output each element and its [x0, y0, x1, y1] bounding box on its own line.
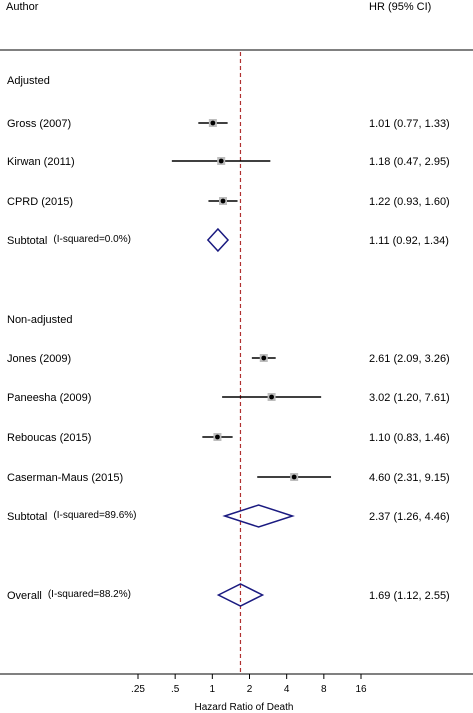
point-estimate — [269, 394, 274, 400]
point-estimate — [261, 355, 267, 361]
row-label: Subtotal — [7, 511, 47, 523]
row-label: Reboucas (2015) — [7, 432, 91, 444]
heterogeneity-note: (I-squared=89.6%) — [53, 510, 136, 521]
hr-ci-text: 2.37 (1.26, 4.46) — [369, 511, 450, 523]
row-label: Kirwan (2011) — [7, 156, 75, 168]
hr-ci-text: 3.02 (1.20, 7.61) — [369, 392, 450, 404]
x-axis: .25 .5 1 2 4 8 16 — [131, 674, 367, 695]
hr-ci-text: 2.61 (2.09, 3.26) — [369, 353, 450, 365]
x-tick-label: 4 — [284, 684, 290, 695]
point-estimate — [210, 120, 216, 126]
x-axis-label: Hazard Ratio of Death — [195, 702, 294, 713]
forest-row: Non-adjusted — [7, 314, 72, 326]
x-tick-label: 16 — [355, 684, 367, 695]
header-hr-ci: HR (95% CI) — [369, 1, 431, 13]
hr-ci-text: 1.01 (0.77, 1.33) — [369, 118, 450, 130]
x-tick-label: 8 — [321, 684, 327, 695]
row-label: Paneesha (2009) — [7, 392, 91, 404]
row-label: CPRD (2015) — [7, 196, 73, 208]
subtotal-diamond — [206, 227, 230, 253]
rows-layer: Adjusted Gross (2007) 1.01 (0.77, 1.33) Kir… — [7, 75, 450, 607]
group-label: Adjusted — [7, 75, 50, 87]
heterogeneity-note: (I-squared=88.2%) — [48, 589, 131, 600]
x-tick-label: 2 — [247, 684, 253, 695]
forest-row: Subtotal (I-squared=89.6%) 2.37 (1.26, 4.4… — [7, 504, 450, 528]
row-label: Overall — [7, 590, 42, 602]
forest-row: Subtotal (I-squared=0.0%) 1.11 (0.92, 1.34… — [7, 227, 449, 253]
forest-row: Kirwan (2011) 1.18 (0.47, 2.95) — [7, 156, 450, 168]
row-label: Subtotal — [7, 235, 47, 247]
x-tick-label: 1 — [210, 684, 216, 695]
x-tick-label: .5 — [171, 684, 180, 695]
hr-ci-text: 1.22 (0.93, 1.60) — [369, 196, 450, 208]
forest-row: Paneesha (2009) 3.02 (1.20, 7.61) — [7, 392, 450, 404]
heterogeneity-note: (I-squared=0.0%) — [53, 234, 131, 245]
forest-row: Overall (I-squared=88.2%) 1.69 (1.12, 2.55… — [7, 583, 450, 607]
forest-row: Adjusted — [7, 75, 50, 87]
header-author: Author — [6, 1, 39, 13]
forest-row: Gross (2007) 1.01 (0.77, 1.33) — [7, 118, 450, 130]
row-label: Caserman-Maus (2015) — [7, 472, 123, 484]
hr-ci-text: 1.69 (1.12, 2.55) — [369, 590, 450, 602]
forest-row: Caserman-Maus (2015) 4.60 (2.31, 9.15) — [7, 472, 450, 484]
overall-diamond — [216, 583, 265, 607]
group-label: Non-adjusted — [7, 314, 72, 326]
forest-row: Jones (2009) 2.61 (2.09, 3.26) — [7, 353, 450, 365]
hr-ci-text: 1.18 (0.47, 2.95) — [369, 156, 450, 168]
row-label: Gross (2007) — [7, 118, 71, 130]
point-estimate — [218, 158, 224, 164]
forest-row: CPRD (2015) 1.22 (0.93, 1.60) — [7, 196, 450, 208]
row-label: Jones (2009) — [7, 353, 71, 365]
hr-ci-text: 1.11 (0.92, 1.34) — [369, 235, 449, 247]
subtotal-diamond — [222, 504, 295, 528]
point-estimate — [215, 434, 220, 440]
x-tick-label: .25 — [131, 684, 145, 695]
point-estimate — [291, 474, 297, 480]
point-estimate — [220, 198, 226, 204]
forest-row: Reboucas (2015) 1.10 (0.83, 1.46) — [7, 432, 450, 444]
hr-ci-text: 4.60 (2.31, 9.15) — [369, 472, 450, 484]
hr-ci-text: 1.10 (0.83, 1.46) — [369, 432, 450, 444]
